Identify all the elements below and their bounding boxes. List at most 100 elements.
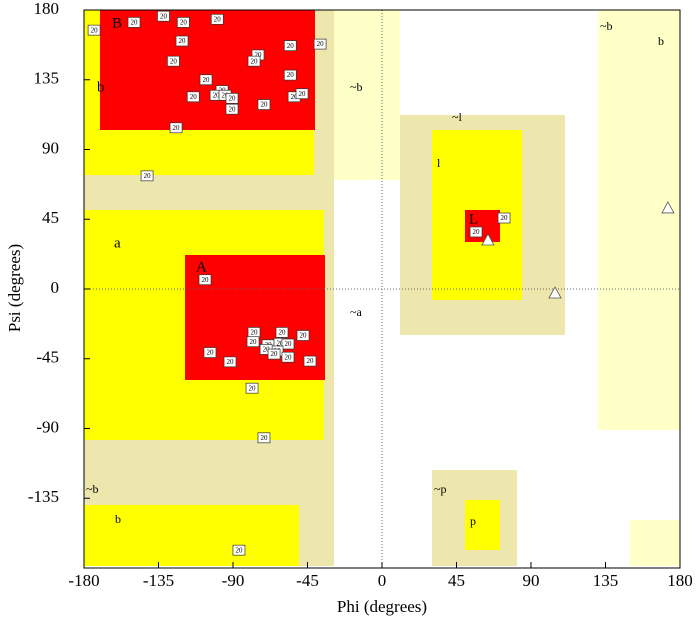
region-label: ~l (452, 110, 462, 124)
residue-point (283, 69, 297, 81)
x-tick-label: -45 (296, 571, 319, 590)
residue-point (199, 74, 213, 86)
region-label: a (114, 235, 121, 251)
region-label: b (97, 79, 105, 95)
residue-label: 20 (260, 101, 268, 109)
region-label: ~a (350, 305, 362, 319)
residue-label: 20 (287, 71, 295, 79)
region-label: ~p (434, 482, 447, 496)
glycine-point (661, 201, 675, 214)
residue-point (257, 432, 271, 444)
region-label: p (470, 514, 476, 528)
residue-label: 20 (284, 340, 292, 348)
x-axis-label: Phi (degrees) (337, 597, 427, 616)
y-tick-label: -135 (28, 487, 59, 506)
residue-label: 20 (229, 94, 237, 102)
residue-point (469, 226, 483, 238)
region-label: A (196, 259, 207, 275)
residue-point (295, 88, 309, 100)
region-label: ~b (86, 482, 99, 496)
residue-label: 20 (170, 57, 178, 65)
residue-label: 20 (130, 19, 138, 27)
residue-label: 20 (284, 353, 292, 361)
residue-point (210, 13, 224, 25)
residue-point (87, 24, 101, 36)
x-tick-label: -90 (222, 571, 245, 590)
y-tick-label: 0 (51, 278, 60, 297)
residue-label: 20 (144, 172, 152, 180)
region-label: b (115, 512, 121, 526)
residue-label: 20 (180, 19, 188, 27)
residue-label: 20 (203, 76, 211, 84)
residue-point (169, 122, 183, 134)
residue-point (176, 17, 190, 28)
residue-label: 20 (299, 90, 307, 98)
residue-point (186, 91, 200, 103)
residue-label: 20 (279, 329, 287, 337)
region-label: l (437, 156, 441, 170)
residue-label: 20 (254, 51, 262, 59)
residue-point (303, 355, 317, 367)
y-tick-label: 135 (34, 69, 60, 88)
residue-point (247, 55, 261, 67)
residue-label: 20 (160, 12, 168, 20)
residue-point (281, 338, 295, 350)
glycine-point (548, 286, 562, 299)
residue-label: 20 (249, 384, 257, 392)
region-label: ~b (600, 19, 613, 33)
region-labels: B b ~b a A ~a ~l l L ~p p ~b b b ~b (86, 15, 664, 527)
y-axis-label: Psi (degrees) (5, 244, 24, 332)
regions-background (84, 10, 680, 566)
residue-label: 20 (271, 350, 279, 358)
residue-label: 20 (291, 93, 299, 101)
residue-point (175, 35, 189, 47)
residue-label: 20 (227, 358, 235, 366)
residue-label: 20 (287, 42, 295, 50)
x-tick-label: 180 (667, 571, 693, 590)
x-tick-label: -135 (143, 571, 174, 590)
residue-label: 20 (277, 339, 285, 347)
residue-point (223, 356, 237, 368)
residue-label: 20 (190, 93, 198, 101)
residue-label: 20 (250, 338, 258, 346)
residue-point (225, 103, 239, 115)
y-tick-label: 180 (34, 0, 60, 18)
residue-label: 20 (260, 434, 268, 442)
x-tick-label: 135 (593, 571, 619, 590)
x-tick-label: 90 (523, 571, 540, 590)
residue-label: 20 (214, 15, 222, 23)
residue-point (257, 99, 271, 110)
y-tick-label: 45 (42, 208, 59, 227)
x-tick-label: -180 (68, 571, 99, 590)
residue-label: 20 (306, 357, 314, 365)
y-tick-label: -45 (36, 348, 59, 367)
y-tick-label: 90 (42, 138, 59, 157)
residue-label: 20 (179, 37, 187, 45)
residue-point (198, 274, 212, 286)
residue-point (140, 170, 154, 182)
residue-label: 20 (229, 105, 237, 113)
residue-label: 20 (300, 332, 308, 340)
residue-point (157, 10, 170, 22)
residue-label: 20 (317, 40, 325, 48)
residue-point (246, 336, 260, 348)
residue-point (127, 17, 141, 28)
residue-point (281, 351, 295, 363)
residue-point (497, 212, 511, 224)
region-label: b (658, 34, 664, 48)
residue-point (275, 327, 289, 338)
residue-point (232, 544, 246, 556)
residue-point (203, 347, 217, 358)
residue-point (225, 92, 239, 104)
y-tick-label: -90 (36, 417, 59, 436)
region-label: ~b (350, 80, 363, 94)
residue-point (313, 38, 327, 50)
residue-label: 20 (473, 228, 481, 236)
residue-point (296, 330, 310, 341)
x-tick-label: 45 (448, 571, 465, 590)
residue-label: 20 (235, 546, 243, 554)
region-label: B (112, 15, 122, 31)
residue-point (267, 348, 281, 360)
residue-label: 20 (222, 91, 230, 99)
